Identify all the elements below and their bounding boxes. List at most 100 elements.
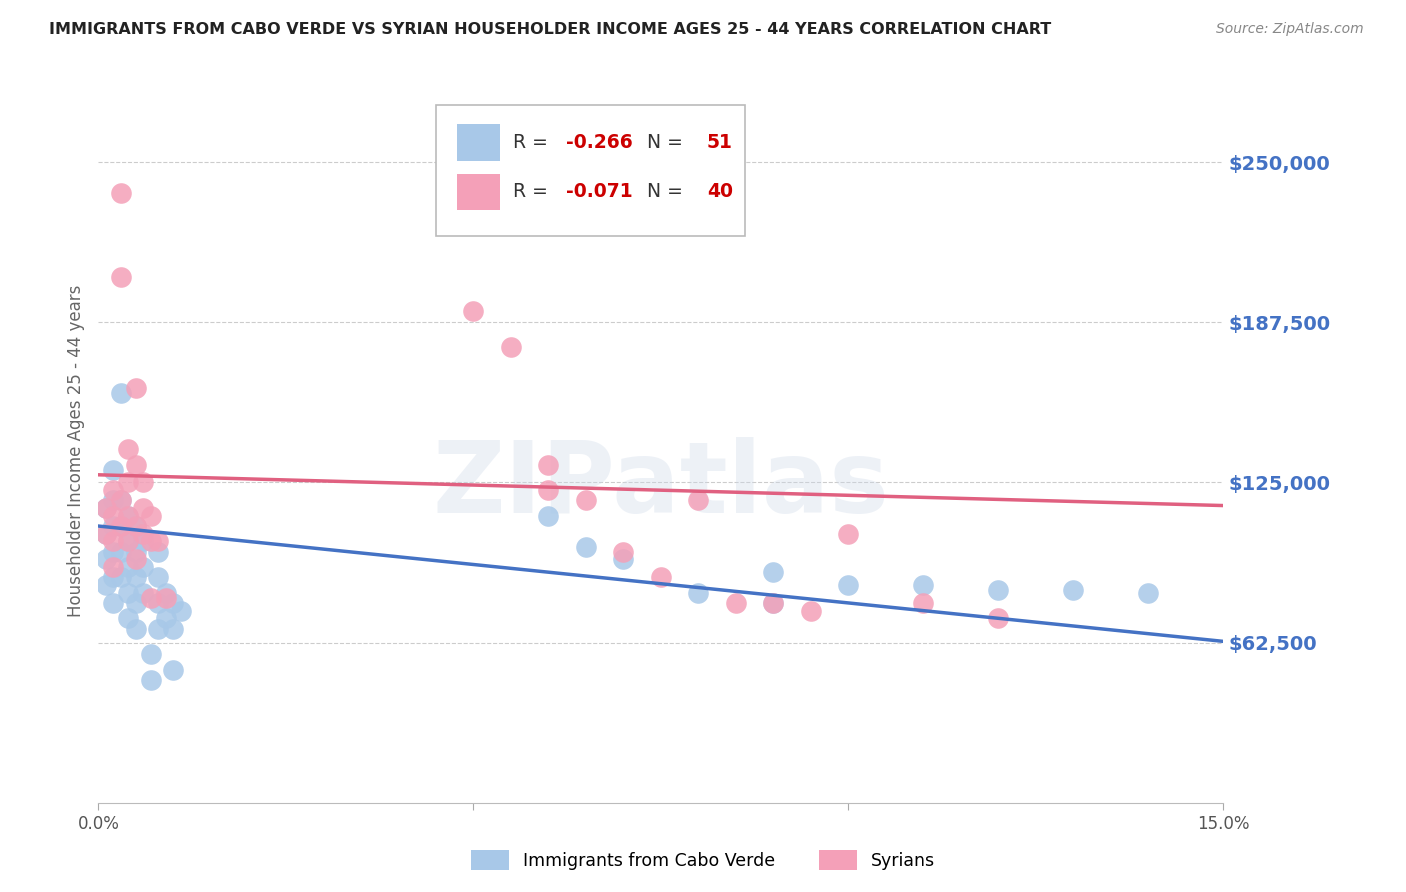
Point bbox=[117, 475, 139, 490]
Point bbox=[132, 534, 155, 549]
Point bbox=[125, 570, 148, 584]
Point bbox=[987, 583, 1010, 598]
Point bbox=[1062, 583, 1084, 598]
Point bbox=[117, 534, 139, 549]
Text: 40: 40 bbox=[707, 182, 733, 202]
Point bbox=[103, 483, 125, 498]
Point bbox=[148, 622, 170, 636]
Point bbox=[103, 508, 125, 523]
Point bbox=[125, 519, 148, 533]
Point bbox=[103, 463, 125, 477]
Text: IMMIGRANTS FROM CABO VERDE VS SYRIAN HOUSEHOLDER INCOME AGES 25 - 44 YEARS CORRE: IMMIGRANTS FROM CABO VERDE VS SYRIAN HOU… bbox=[49, 22, 1052, 37]
Point bbox=[650, 570, 672, 584]
Point bbox=[688, 493, 710, 508]
Text: Source: ZipAtlas.com: Source: ZipAtlas.com bbox=[1216, 22, 1364, 37]
Text: -0.266: -0.266 bbox=[567, 133, 633, 152]
Point bbox=[94, 552, 117, 566]
Point bbox=[575, 540, 598, 554]
Point bbox=[139, 508, 162, 523]
Point bbox=[162, 622, 184, 636]
Point bbox=[155, 585, 177, 599]
Point bbox=[110, 493, 132, 508]
Point bbox=[139, 647, 162, 661]
Text: N =: N = bbox=[636, 133, 689, 152]
Point bbox=[499, 340, 522, 354]
Point bbox=[125, 552, 148, 566]
Point bbox=[688, 585, 710, 599]
Point bbox=[125, 622, 148, 636]
Point bbox=[94, 501, 117, 516]
Point bbox=[125, 596, 148, 610]
Point bbox=[117, 508, 139, 523]
Point bbox=[537, 483, 560, 498]
Point bbox=[117, 442, 139, 457]
Point bbox=[125, 458, 148, 472]
Point bbox=[139, 673, 162, 687]
Point bbox=[837, 578, 859, 592]
Legend: Immigrants from Cabo Verde, Syrians: Immigrants from Cabo Verde, Syrians bbox=[463, 841, 943, 879]
Point bbox=[463, 303, 485, 318]
Point bbox=[94, 526, 117, 541]
Point bbox=[575, 493, 598, 508]
FancyBboxPatch shape bbox=[457, 124, 501, 161]
Point bbox=[110, 385, 132, 400]
Text: R =: R = bbox=[513, 133, 554, 152]
Point bbox=[117, 560, 139, 574]
Point bbox=[148, 544, 170, 558]
Point bbox=[148, 534, 170, 549]
Point bbox=[110, 519, 132, 533]
Point bbox=[103, 570, 125, 584]
Point bbox=[132, 560, 155, 574]
FancyBboxPatch shape bbox=[457, 174, 501, 211]
Text: -0.071: -0.071 bbox=[567, 182, 633, 202]
Point bbox=[762, 596, 785, 610]
Point bbox=[612, 544, 634, 558]
Y-axis label: Householder Income Ages 25 - 44 years: Householder Income Ages 25 - 44 years bbox=[66, 285, 84, 616]
Point bbox=[537, 508, 560, 523]
Point bbox=[132, 585, 155, 599]
Point bbox=[1137, 585, 1160, 599]
Point bbox=[110, 570, 132, 584]
Point bbox=[170, 604, 193, 618]
Text: N =: N = bbox=[636, 182, 689, 202]
Point bbox=[987, 611, 1010, 625]
Point bbox=[110, 270, 132, 285]
Point bbox=[162, 596, 184, 610]
Point bbox=[103, 596, 125, 610]
Point bbox=[132, 501, 155, 516]
Text: R =: R = bbox=[513, 182, 554, 202]
Point bbox=[117, 611, 139, 625]
Point bbox=[94, 526, 117, 541]
Point bbox=[125, 544, 148, 558]
Point bbox=[110, 519, 132, 533]
Point bbox=[148, 596, 170, 610]
Point bbox=[837, 526, 859, 541]
Point bbox=[912, 596, 935, 610]
Point bbox=[94, 578, 117, 592]
Point bbox=[94, 501, 117, 516]
Point bbox=[537, 458, 560, 472]
Point bbox=[155, 611, 177, 625]
Point bbox=[117, 585, 139, 599]
Text: ZIPatlas: ZIPatlas bbox=[433, 437, 889, 534]
Point bbox=[103, 534, 125, 549]
Point bbox=[800, 604, 823, 618]
Point bbox=[155, 591, 177, 605]
Point bbox=[103, 493, 125, 508]
Text: 51: 51 bbox=[707, 133, 733, 152]
Point bbox=[132, 475, 155, 490]
Point bbox=[125, 381, 148, 395]
Point bbox=[139, 591, 162, 605]
Point bbox=[117, 534, 139, 549]
Point bbox=[125, 519, 148, 533]
Point bbox=[724, 596, 747, 610]
Point bbox=[103, 519, 125, 533]
Point bbox=[103, 560, 125, 574]
Point bbox=[110, 186, 132, 200]
Point bbox=[103, 544, 125, 558]
Point bbox=[612, 552, 634, 566]
Point bbox=[110, 493, 132, 508]
Point bbox=[912, 578, 935, 592]
Point bbox=[117, 508, 139, 523]
Point bbox=[148, 570, 170, 584]
